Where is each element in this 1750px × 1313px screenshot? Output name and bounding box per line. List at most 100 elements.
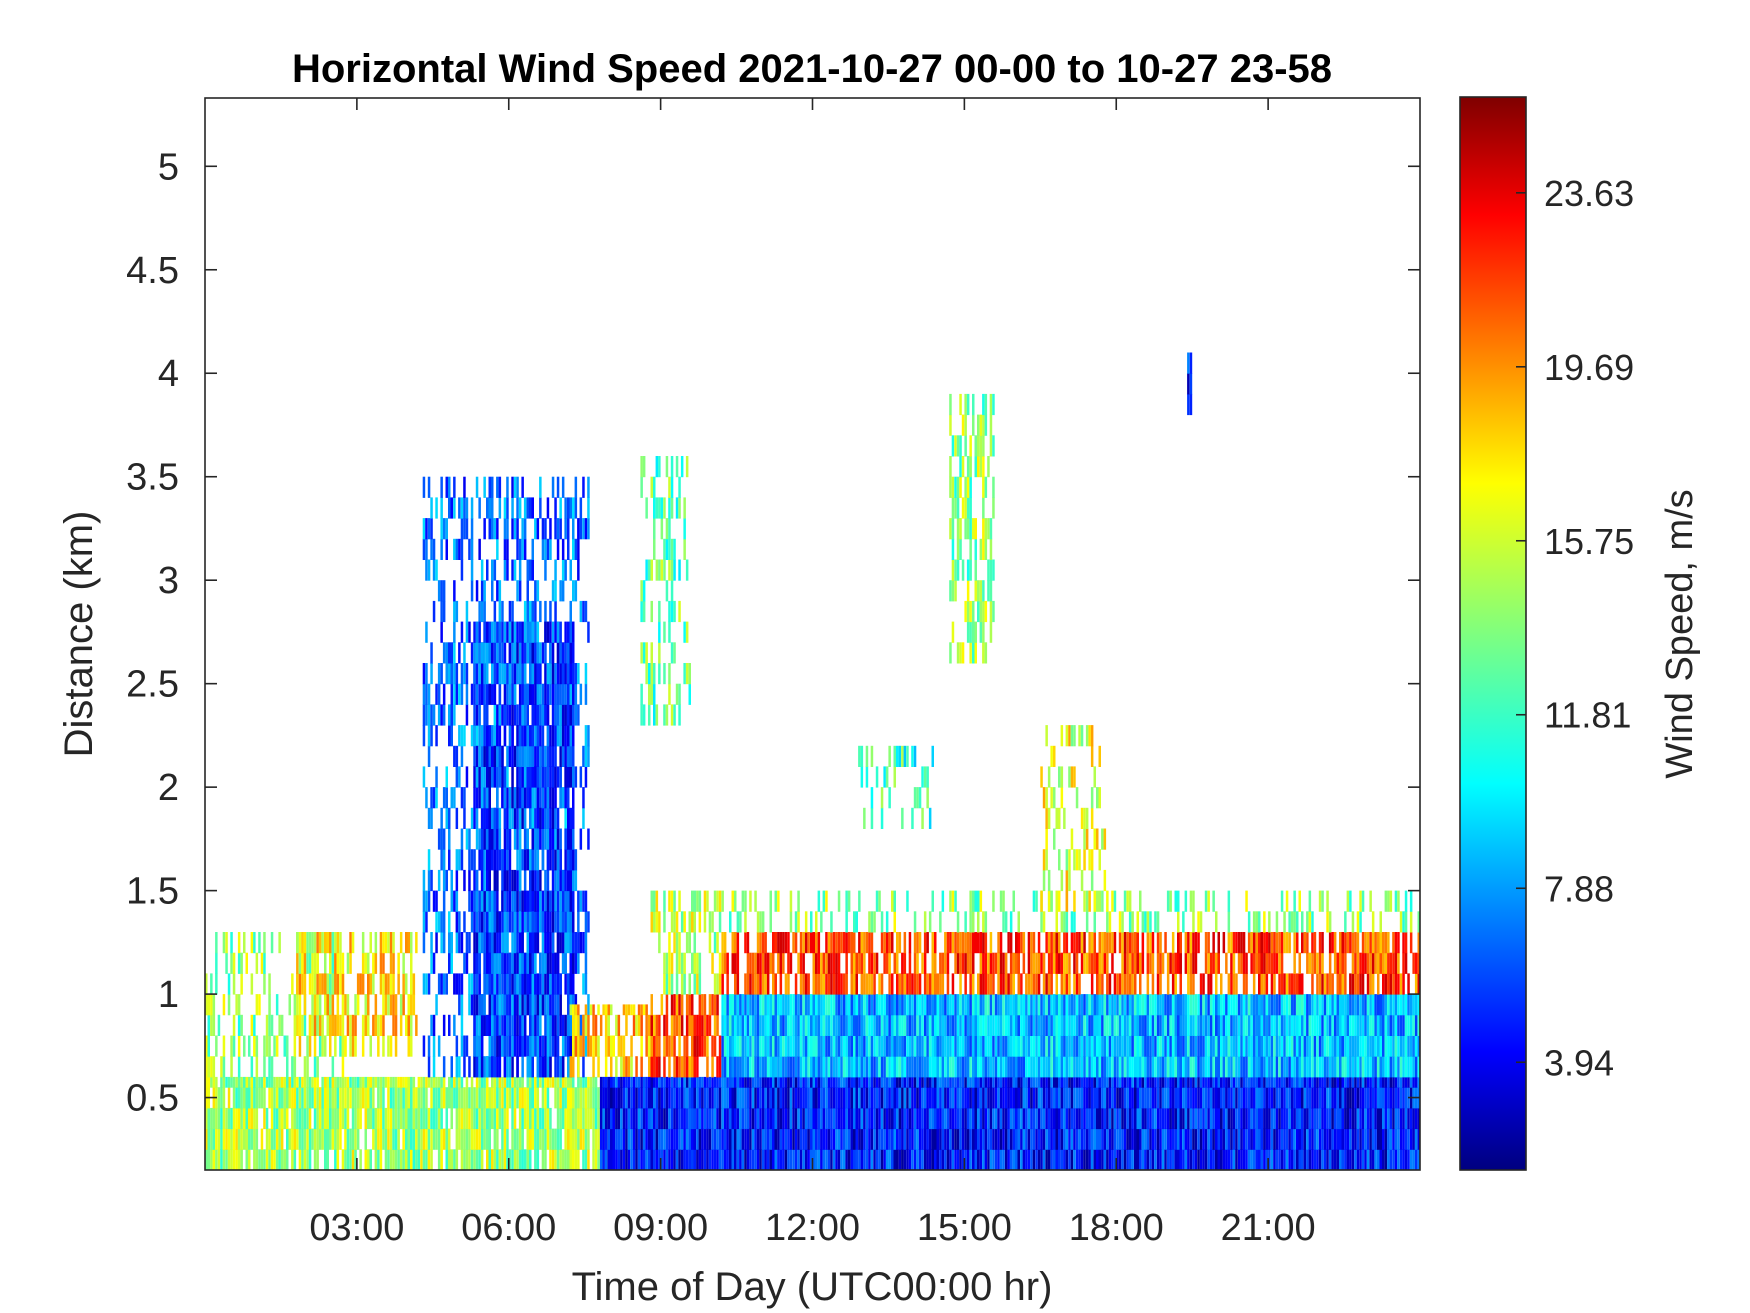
- heatmap-cell: [797, 994, 800, 1016]
- heatmap-cell: [526, 1076, 529, 1088]
- heatmap-cell: [410, 1076, 413, 1088]
- heatmap-cell: [754, 1149, 757, 1170]
- heatmap-cell: [1035, 1056, 1038, 1078]
- heatmap-cell: [1053, 1149, 1056, 1170]
- heatmap-cell: [1252, 1149, 1256, 1170]
- heatmap-cell: [541, 704, 545, 726]
- heatmap-cell: [339, 952, 342, 974]
- heatmap-cell: [483, 621, 486, 643]
- heatmap-cell: [1290, 1076, 1294, 1088]
- heatmap-cell: [377, 1087, 380, 1109]
- heatmap-cell: [680, 1076, 684, 1088]
- heatmap-cell: [574, 704, 578, 726]
- heatmap-cell: [893, 1076, 896, 1088]
- heatmap-cell: [463, 663, 466, 685]
- heatmap-cell: [501, 973, 504, 995]
- heatmap-cell: [891, 1014, 894, 1036]
- heatmap-cell: [217, 1149, 221, 1170]
- heatmap-cell: [513, 869, 517, 892]
- heatmap-cell: [212, 1149, 216, 1170]
- heatmap-cell: [405, 1076, 408, 1088]
- heatmap-cell: [974, 1056, 977, 1078]
- heatmap-cell: [536, 849, 540, 871]
- heatmap-cell: [908, 1107, 912, 1130]
- heatmap-cell: [640, 1107, 643, 1130]
- heatmap-cell: [668, 890, 671, 912]
- heatmap-cell: [787, 1128, 790, 1150]
- heatmap-cell: [384, 994, 388, 1016]
- heatmap-cell: [556, 1014, 560, 1036]
- heatmap-cell: [832, 1128, 836, 1150]
- heatmap-cell: [1321, 1087, 1324, 1109]
- heatmap-cell: [440, 1149, 443, 1170]
- heatmap-cell: [536, 745, 540, 767]
- heatmap-cell: [564, 497, 567, 519]
- heatmap-cell: [551, 1035, 555, 1057]
- heatmap-cell: [536, 911, 540, 933]
- heatmap-cell: [1106, 1087, 1109, 1109]
- heatmap-cell: [561, 1076, 565, 1088]
- heatmap-cell: [721, 1087, 724, 1109]
- heatmap-cell: [496, 890, 499, 912]
- heatmap-cell: [503, 1056, 507, 1078]
- heatmap-cell: [564, 766, 567, 788]
- heatmap-cell: [1333, 1128, 1337, 1150]
- heatmap-cell: [521, 787, 524, 809]
- heatmap-cell: [992, 1076, 995, 1088]
- heatmap-cell: [610, 1107, 613, 1130]
- heatmap-cell: [430, 1128, 433, 1150]
- heatmap-cell: [207, 1035, 210, 1057]
- heatmap-cell: [488, 807, 491, 829]
- heatmap-cell: [506, 663, 509, 685]
- heatmap-cell: [1268, 1128, 1271, 1150]
- heatmap-cell: [799, 1149, 803, 1170]
- heatmap-cell: [346, 1149, 350, 1170]
- heatmap-cell: [577, 663, 580, 685]
- heatmap-cell: [622, 1128, 626, 1150]
- heatmap-cell: [612, 1128, 615, 1150]
- heatmap-cell: [1141, 1076, 1145, 1088]
- heatmap-cell: [1349, 1149, 1352, 1170]
- heatmap-cell: [564, 787, 567, 809]
- heatmap-cell: [225, 932, 228, 954]
- heatmap-cell: [842, 1014, 846, 1036]
- heatmap-cell: [222, 1087, 226, 1109]
- heatmap-cell: [427, 807, 431, 829]
- heatmap-cell: [903, 994, 907, 1016]
- heatmap-cell: [650, 994, 653, 1016]
- heatmap-cell: [473, 869, 476, 892]
- heatmap-cell: [334, 1087, 337, 1109]
- heatmap-cell: [422, 869, 426, 892]
- heatmap-cell: [1065, 1128, 1069, 1150]
- heatmap-cell: [587, 745, 590, 767]
- heatmap-cell: [885, 1128, 889, 1150]
- heatmap-cell: [855, 1107, 858, 1130]
- heatmap-cell: [1250, 1076, 1253, 1088]
- heatmap-cell: [501, 932, 504, 954]
- heatmap-cell: [972, 1035, 975, 1057]
- heatmap-cell: [850, 1035, 853, 1057]
- heatmap-cell: [592, 1087, 595, 1109]
- heatmap-cell: [853, 1014, 856, 1036]
- heatmap-cell: [979, 1149, 983, 1170]
- heatmap-cell: [280, 1076, 284, 1088]
- heatmap-cell: [678, 932, 681, 954]
- heatmap-cell: [1151, 1076, 1155, 1088]
- heatmap-cell: [521, 1149, 524, 1170]
- heatmap-cell: [539, 869, 542, 892]
- heatmap-cell: [453, 704, 456, 726]
- heatmap-cell: [336, 1149, 340, 1170]
- heatmap-cell: [777, 1087, 780, 1109]
- heatmap-cell: [1184, 1149, 1188, 1170]
- heatmap-cell: [954, 1128, 957, 1150]
- heatmap-cell: [529, 497, 532, 519]
- heatmap-cell: [556, 828, 560, 850]
- heatmap-cell: [518, 663, 522, 685]
- heatmap-cell: [893, 1107, 896, 1130]
- heatmap-cell: [518, 1087, 522, 1109]
- heatmap-cell: [463, 1107, 466, 1130]
- heatmap-cell: [1009, 1128, 1013, 1150]
- heatmap-cell: [511, 1076, 514, 1088]
- heatmap-cell: [896, 1107, 899, 1130]
- heatmap-cell: [989, 994, 993, 1016]
